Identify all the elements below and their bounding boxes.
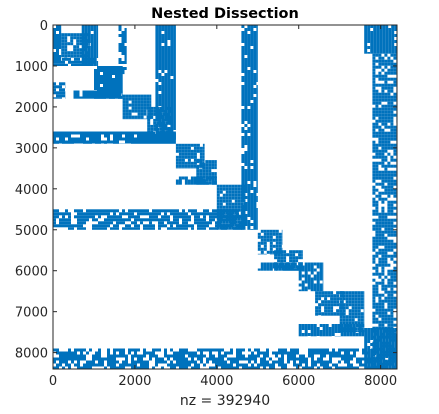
y-tick-label: 8000 [15,347,48,362]
y-tick-label: 3000 [15,142,48,157]
y-tick-label: 1000 [15,60,48,75]
nonzero-region-12 [175,143,205,169]
y-tick-label: 2000 [15,101,48,116]
nonzero-region-3 [81,25,99,66]
nonzero-region-8 [122,94,152,120]
axis-ticks: 0 2000 4000 6000 800001000200030004000500060… [15,19,397,389]
axes-box [52,24,398,370]
nonzero-region-21 [298,262,324,292]
y-tick-label: 6000 [15,265,48,280]
nonzero-region-0 [53,25,62,62]
x-tick-label: 8000 [364,374,397,389]
y-tick-label: 5000 [15,224,48,239]
nonzero-region-24 [298,324,365,337]
nonzero-region-1 [61,33,90,58]
nonzero-region-22 [315,291,344,316]
x-axis-label: nz = 392940 [180,393,270,409]
nonzero-region-28 [364,328,397,369]
nonzero-region-16 [241,25,258,230]
nonzero-region-17 [53,209,246,230]
nonzero-marks [53,25,397,369]
x-tick-label: 6000 [282,374,315,389]
nonzero-region-26 [372,53,397,369]
nonzero-region-11 [53,131,176,144]
nonzero-region-7 [118,25,127,75]
nonzero-region-27 [53,348,373,369]
y-tick-label: 7000 [15,306,48,321]
x-tick-label: 0 [49,374,57,389]
nonzero-region-25 [364,25,397,54]
y-tick-label: 0 [40,19,48,34]
nonzero-region-6 [73,90,123,99]
nonzero-region-14 [175,176,217,185]
chart-title: Nested Dissection [151,6,299,22]
nonzero-region-18 [257,229,283,255]
nonzero-region-4 [53,82,66,99]
x-tick-label: 4000 [200,374,233,389]
y-tick-label: 4000 [15,183,48,198]
x-tick-label: 2000 [118,374,151,389]
